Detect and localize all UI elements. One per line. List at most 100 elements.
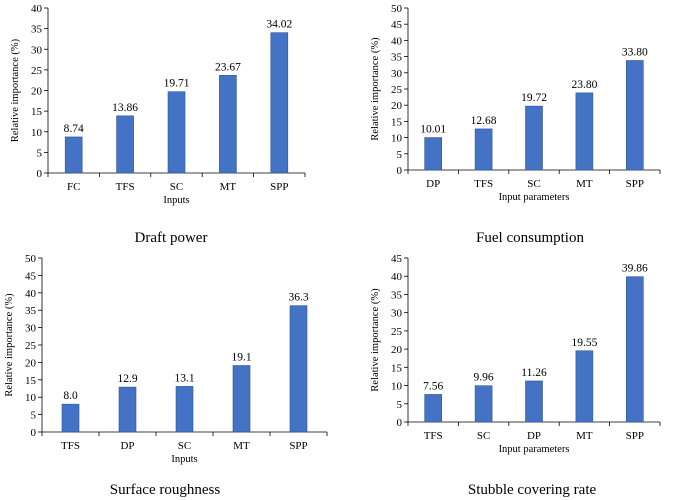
bar <box>575 92 594 171</box>
bar <box>525 380 543 423</box>
y-tick-label: 15 <box>391 362 403 374</box>
y-axis-title: Relative importance (%) <box>10 38 21 142</box>
y-tick-label: 5 <box>397 149 403 161</box>
y-tick-label: 45 <box>391 253 403 265</box>
data-label: 36.3 <box>288 292 308 304</box>
x-tick-label: FC <box>67 181 80 193</box>
x-tick-label: TFS <box>61 440 80 452</box>
y-tick-label: 5 <box>37 147 43 159</box>
y-tick-label: 15 <box>391 116 403 128</box>
y-tick-label: 25 <box>25 340 37 352</box>
bar <box>118 386 137 433</box>
bar <box>270 32 289 174</box>
x-tick-label: MT <box>233 440 250 452</box>
x-tick-label: SC <box>178 440 191 452</box>
y-axis-title: Relative importance (%) <box>370 288 381 392</box>
bar <box>219 75 237 174</box>
x-tick-label: DP <box>426 178 440 190</box>
data-label: 8.0 <box>63 390 78 402</box>
bar <box>575 350 594 423</box>
bar <box>424 394 443 423</box>
y-tick-label: 0 <box>397 417 403 429</box>
data-label: 12.9 <box>117 373 137 385</box>
x-tick-label: SC <box>170 181 183 193</box>
y-tick-label: 0 <box>397 165 403 177</box>
y-tick-label: 40 <box>391 271 403 283</box>
x-tick-label: SC <box>477 430 490 442</box>
bar <box>625 60 644 171</box>
data-label: 7.56 <box>423 380 443 392</box>
data-label: 11.26 <box>521 367 547 379</box>
x-tick-label: TFS <box>424 430 443 442</box>
y-tick-label: 15 <box>31 106 43 118</box>
bar <box>64 136 83 174</box>
bar <box>167 91 186 174</box>
y-tick-label: 0 <box>37 168 43 180</box>
data-label: 9.96 <box>474 372 494 384</box>
bar <box>116 115 134 174</box>
y-tick-label: 10 <box>391 133 403 145</box>
data-label: 19.55 <box>571 337 597 349</box>
y-tick-label: 45 <box>391 19 403 31</box>
data-label: 13.1 <box>174 372 194 384</box>
x-axis-title: Input parameters <box>499 192 570 203</box>
y-tick-label: 40 <box>391 35 403 47</box>
bar <box>232 365 251 433</box>
bar <box>525 105 543 171</box>
x-axis-title: Inputs <box>171 454 197 465</box>
y-tick-label: 20 <box>391 100 403 112</box>
y-tick-label: 30 <box>391 308 403 320</box>
y-tick-label: 45 <box>25 270 37 282</box>
data-label: 19.72 <box>521 92 547 104</box>
y-axis-title: Relative importance (%) <box>4 293 15 397</box>
bar <box>175 386 194 433</box>
bar <box>289 305 308 433</box>
y-tick-label: 25 <box>31 65 43 77</box>
x-tick-label: SPP <box>626 430 644 442</box>
data-label: 10.01 <box>420 124 446 136</box>
y-tick-label: 5 <box>397 399 403 411</box>
x-tick-label: SPP <box>289 440 307 452</box>
bar <box>625 276 644 423</box>
x-tick-label: MT <box>576 178 593 190</box>
x-tick-label: MT <box>576 430 593 442</box>
y-tick-label: 35 <box>391 289 403 301</box>
y-tick-label: 10 <box>31 127 43 139</box>
x-tick-label: DP <box>120 440 134 452</box>
y-tick-label: 25 <box>391 326 403 338</box>
x-axis-title: Inputs <box>163 195 189 206</box>
y-axis-title: Relative importance (%) <box>370 37 381 141</box>
x-tick-label: SPP <box>626 178 644 190</box>
chart-title: Fuel consumption <box>476 230 584 246</box>
data-label: 23.80 <box>571 79 597 91</box>
chart-title: Surface roughness <box>109 482 221 498</box>
y-tick-label: 35 <box>31 24 43 36</box>
y-tick-label: 30 <box>25 323 37 335</box>
y-tick-label: 40 <box>31 3 43 15</box>
x-tick-label: TFS <box>474 178 493 190</box>
y-tick-label: 10 <box>25 392 37 404</box>
bar <box>61 403 80 433</box>
chart-title: Stubble covering rate <box>467 482 597 498</box>
data-label: 39.86 <box>622 263 648 275</box>
y-tick-label: 35 <box>391 52 403 64</box>
bar <box>474 128 493 171</box>
y-tick-label: 0 <box>31 427 37 439</box>
chart-title: Draft power <box>134 230 208 246</box>
x-tick-label: DP <box>527 430 541 442</box>
y-tick-label: 30 <box>31 44 43 56</box>
data-label: 12.68 <box>471 115 497 127</box>
x-axis-title: Input parameters <box>499 444 570 455</box>
data-label: 8.74 <box>64 123 84 135</box>
x-tick-label: SC <box>527 178 540 190</box>
data-label: 23.67 <box>215 61 241 73</box>
data-label: 33.80 <box>622 46 648 58</box>
y-tick-label: 20 <box>25 357 37 369</box>
y-tick-label: 5 <box>31 410 37 422</box>
x-tick-label: SPP <box>270 181 288 193</box>
bar <box>424 137 443 171</box>
y-tick-label: 40 <box>25 288 37 300</box>
